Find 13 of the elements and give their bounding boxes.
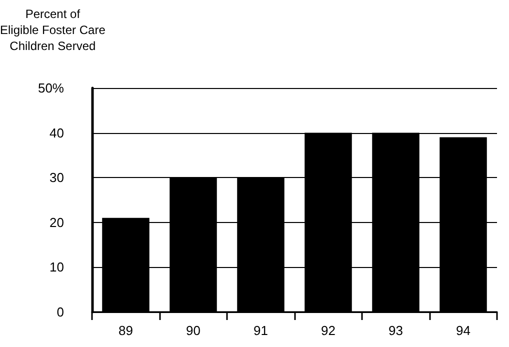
- x-tick-label: 93: [388, 323, 403, 338]
- x-tick-label: 89: [118, 323, 133, 338]
- x-tick-label: 94: [456, 323, 470, 338]
- y-tick-label: 30: [50, 170, 64, 186]
- y-tick-label: 10: [50, 260, 64, 275]
- y-tick-label: 50%: [38, 80, 64, 96]
- x-tick-label: 91: [254, 323, 268, 338]
- y-tick-label: 40: [50, 125, 64, 140]
- y-axis-title: Percent of Eligible Foster Care Children Served: [0, 7, 106, 53]
- y-tick-label: 20: [50, 214, 64, 230]
- x-tick-label: 90: [186, 323, 200, 338]
- x-tick-label: 92: [321, 323, 336, 338]
- y-tick-label: 0: [56, 304, 64, 320]
